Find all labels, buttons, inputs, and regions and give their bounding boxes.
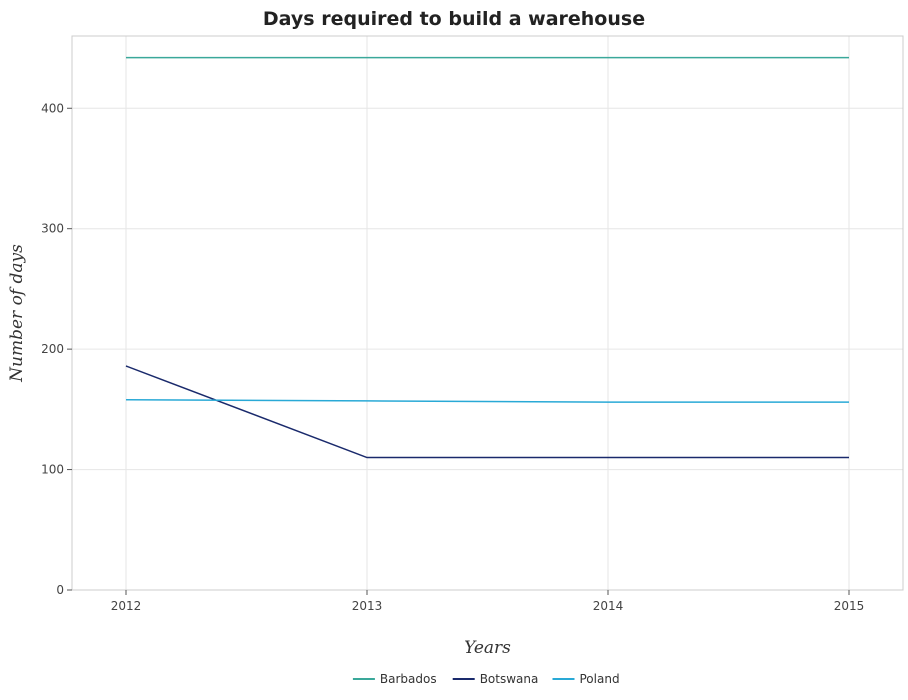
x-axis-label: Years [464,638,511,658]
series-line-poland [125,398,849,403]
series-layer [125,56,849,459]
y-tick-label: 300 [41,222,64,236]
x-tick-label: 2012 [111,599,142,613]
series-line-botswana [125,365,849,459]
x-tick-label: 2014 [593,599,624,613]
x-tick-label: 2013 [352,599,383,613]
legend: Barbados Botswana Poland [352,672,620,686]
grid-layer [72,36,903,591]
y-axis-label: Number of days [7,244,27,383]
y-axis-ticks: 0 100 200 300 400 [41,101,72,597]
chart-title: Days required to build a warehouse [262,8,646,30]
y-tick-label: 400 [41,101,64,115]
y-tick-label: 0 [56,583,64,597]
x-axis-ticks: 2012 2013 2014 2015 [111,590,865,613]
y-tick-label: 200 [41,342,64,356]
x-tick-label: 2015 [834,599,865,613]
legend-label-poland: Poland [580,672,620,686]
legend-label-botswana: Botswana [480,672,539,686]
legend-label-barbados: Barbados [380,672,437,686]
plot-area [71,35,904,591]
y-tick-label: 100 [41,463,64,477]
